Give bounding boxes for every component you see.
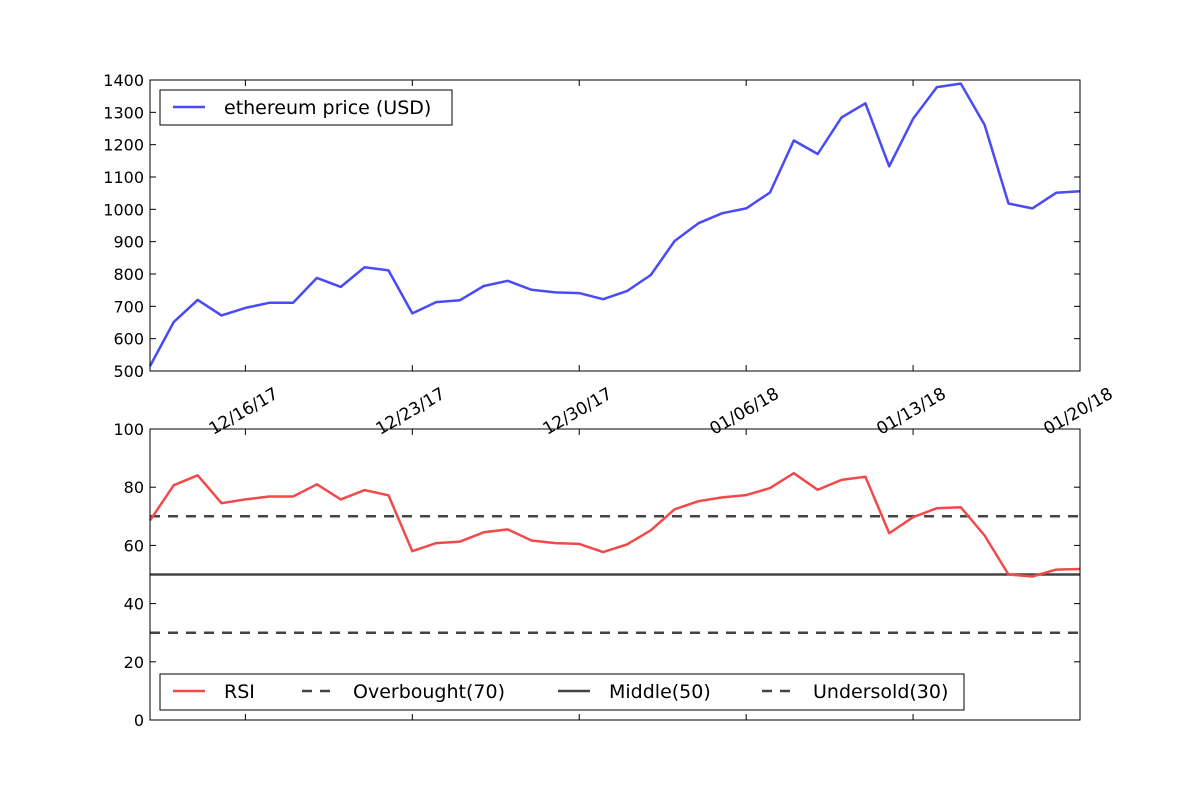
overbought-legend-label: Overbought(70) xyxy=(353,681,505,703)
price-legend-label: ethereum price (USD) xyxy=(224,97,431,119)
rsi-reference-lines xyxy=(150,515,1080,634)
date-x-tick-label: 01/20/18 xyxy=(1040,384,1116,440)
date-x-tick-label: 12/30/17 xyxy=(540,384,616,440)
rsi-legend-label: RSI xyxy=(224,681,255,703)
rsi-y-tick-label: 60 xyxy=(124,536,144,555)
price-y-tick-label: 1400 xyxy=(103,71,144,90)
rsi-chart: 0 20 40 60 80 100 RSI Overbought(70) Middle(50)… xyxy=(113,420,1081,730)
price-y-tick-label: 600 xyxy=(113,330,144,349)
date-x-tick-label: 01/06/18 xyxy=(707,384,783,440)
price-y-axis-ticks: 500 600 700 800 900 1000 1100 1200 1300 1400 xyxy=(103,71,1080,381)
rsi-y-tick-label: 80 xyxy=(124,478,144,497)
price-y-tick-label: 900 xyxy=(113,233,144,252)
price-series-line xyxy=(148,82,1081,367)
rsi-y-tick-label: 0 xyxy=(134,711,144,730)
price-y-tick-label: 1300 xyxy=(103,103,144,122)
price-y-tick-label: 500 xyxy=(113,362,144,381)
rsi-legend-items: RSI Overbought(70) Middle(50) Undersold(30) xyxy=(173,681,948,703)
rsi-series-line xyxy=(148,471,1081,578)
rsi-legend: RSI Overbought(70) Middle(50) Undersold(30) xyxy=(159,673,965,711)
rsi-y-tick-label: 40 xyxy=(124,595,144,614)
date-x-tick-label: 01/13/18 xyxy=(873,384,949,440)
price-y-tick-label: 1000 xyxy=(103,200,144,219)
price-y-tick-label: 800 xyxy=(113,265,144,284)
middle-legend-label: Middle(50) xyxy=(609,681,711,703)
price-y-tick-label: 1200 xyxy=(103,136,144,155)
price-chart: 500 600 700 800 900 1000 1100 1200 1300 1400 12/1… xyxy=(103,71,1116,440)
rsi-y-tick-label: 20 xyxy=(124,653,144,672)
rsi-plot-frame xyxy=(149,428,1081,721)
price-y-tick-label: 700 xyxy=(113,297,144,316)
rsi-y-tick-label: 100 xyxy=(113,420,144,439)
price-legend: ethereum price (USD) xyxy=(159,89,453,126)
price-plot-frame xyxy=(149,79,1081,372)
price-legend-box xyxy=(159,89,453,126)
price-y-tick-label: 1100 xyxy=(103,168,144,187)
undersold-legend-label: Undersold(30) xyxy=(813,681,948,703)
date-x-tick-label: 12/16/17 xyxy=(206,384,282,440)
date-x-tick-label: 12/23/17 xyxy=(373,384,449,440)
